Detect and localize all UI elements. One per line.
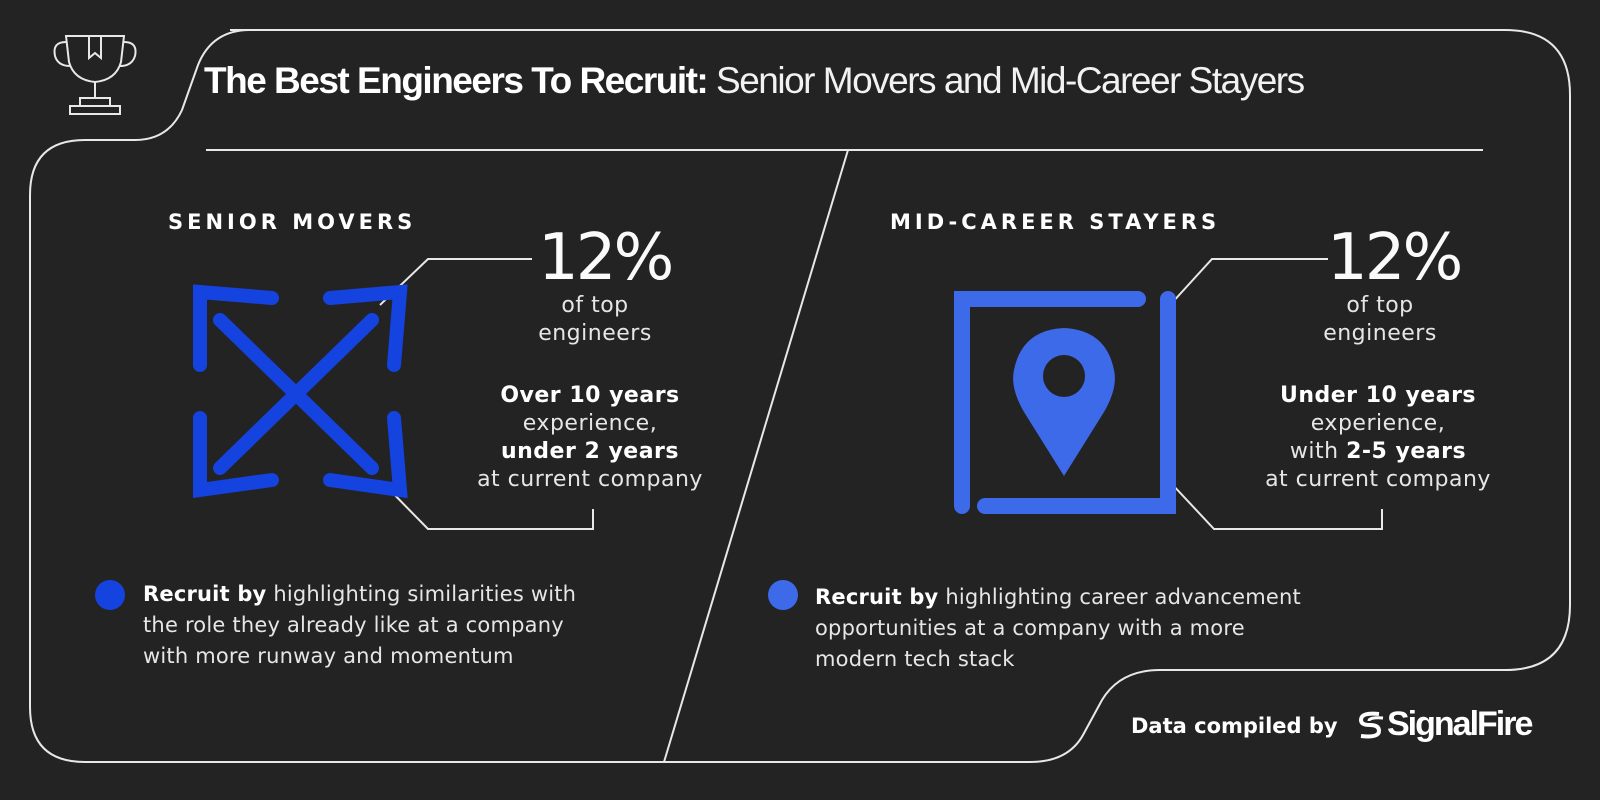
left-detail-bold3: under 2 years [500, 439, 680, 464]
page-title: The Best Engineers To Recruit: Senior Mo… [204, 60, 1305, 102]
location-pin-in-frame-icon [954, 291, 1176, 514]
left-detail-bold1: Over 10 years [500, 383, 680, 408]
left-percent-line2: engineers [538, 321, 652, 346]
title-light: Senior Movers and Mid-Career Stayers [707, 60, 1305, 101]
right-percent-line2: engineers [1323, 321, 1437, 346]
left-recruit-bold: Recruit by [143, 582, 267, 606]
left-detail-line2: experience, [522, 411, 658, 436]
right-bullet-dot [768, 580, 798, 610]
diagonal-divider [663, 149, 849, 763]
right-recruit-text: Recruit by highlighting career advanceme… [815, 582, 1315, 675]
right-detail-bold1: Under 10 years [1279, 383, 1477, 408]
title-bold: The Best Engineers To Recruit: [204, 60, 709, 101]
brand-logo: SignalFire [1357, 705, 1533, 744]
right-detail-prefix3: with [1289, 439, 1347, 464]
right-callout-bottom [1169, 481, 1383, 530]
left-detail: Over 10 years experience, under 2 years … [470, 382, 710, 494]
footer-label: Data compiled by [1131, 714, 1338, 738]
signalfire-mark-icon [1358, 711, 1384, 738]
right-percent-line1: of top [1346, 293, 1414, 318]
right-callout-top [1169, 258, 1328, 306]
right-recruit-body: highlighting career advancement opportun… [815, 585, 1301, 671]
right-recruit-bold: Recruit by [815, 585, 939, 609]
right-percent-caption: of top engineers [1305, 292, 1455, 348]
arrows-expand-icon [193, 284, 408, 499]
left-recruit-text: Recruit by highlighting similarities wit… [143, 579, 583, 672]
left-percent: 12% [538, 221, 674, 295]
left-percent-line1: of top [561, 293, 629, 318]
left-recruit-body: highlighting similarities with the role … [143, 582, 577, 668]
brand-name: SignalFire [1387, 705, 1533, 743]
right-percent: 12% [1327, 221, 1463, 295]
right-detail: Under 10 years experience, with 2-5 year… [1258, 382, 1498, 494]
outer-frame [29, 29, 1571, 763]
right-detail-line4: at current company [1265, 467, 1491, 492]
right-detail-line2: experience, [1310, 411, 1446, 436]
left-bullet-dot [95, 580, 125, 610]
left-percent-caption: of top engineers [520, 292, 670, 348]
right-heading: MID-CAREER STAYERS [890, 210, 1221, 234]
left-detail-line4: at current company [477, 467, 703, 492]
trophy-icon [53, 35, 137, 115]
left-callout-bottom [381, 481, 594, 530]
right-detail-bold3: 2-5 years [1346, 439, 1467, 464]
left-heading: SENIOR MOVERS [168, 210, 417, 234]
